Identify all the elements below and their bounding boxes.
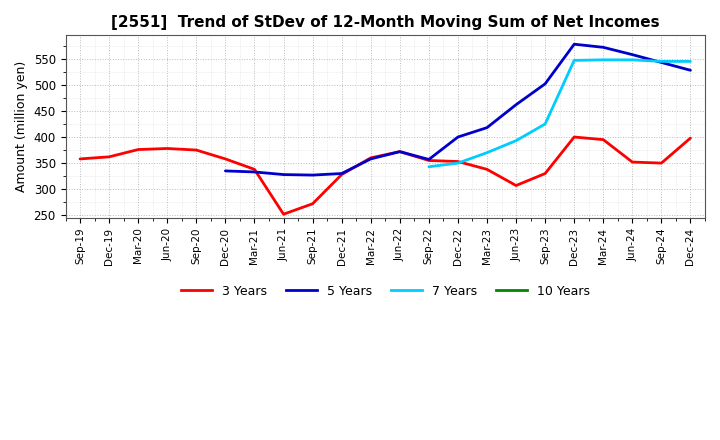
3 Years [338,172,346,177]
5 Years [686,68,695,73]
Title: [2551]  Trend of StDev of 12-Month Moving Sum of Net Incomes: [2551] Trend of StDev of 12-Month Moving… [111,15,660,30]
7 Years [657,59,666,64]
3 Years [482,167,491,172]
3 Years [250,167,258,172]
3 Years [628,159,636,165]
3 Years [308,201,317,206]
7 Years [482,150,491,155]
7 Years [570,58,578,63]
Y-axis label: Amount (million yen): Amount (million yen) [15,61,28,192]
3 Years [454,159,462,164]
7 Years [541,121,549,127]
5 Years [482,125,491,130]
3 Years [657,161,666,166]
7 Years [454,161,462,166]
3 Years [192,147,201,153]
7 Years [425,164,433,169]
5 Years [366,156,375,161]
7 Years [686,59,695,64]
5 Years [454,134,462,139]
3 Years [570,134,578,139]
7 Years [512,138,521,143]
3 Years [395,149,404,154]
3 Years [512,183,521,188]
3 Years [134,147,143,152]
5 Years [628,52,636,57]
5 Years [338,171,346,176]
5 Years [308,172,317,178]
3 Years [221,156,230,161]
3 Years [366,155,375,161]
5 Years [657,60,666,65]
3 Years [105,154,114,159]
3 Years [279,212,288,217]
5 Years [425,157,433,162]
3 Years [599,137,608,142]
Line: 7 Years: 7 Years [429,60,690,167]
3 Years [686,136,695,141]
5 Years [570,41,578,47]
Line: 3 Years: 3 Years [80,137,690,214]
5 Years [279,172,288,177]
3 Years [76,156,84,161]
5 Years [221,168,230,173]
5 Years [599,45,608,50]
7 Years [628,57,636,62]
5 Years [395,149,404,154]
5 Years [512,102,521,107]
3 Years [541,171,549,176]
5 Years [541,81,549,87]
Line: 5 Years: 5 Years [225,44,690,175]
7 Years [599,57,608,62]
3 Years [425,158,433,163]
Legend: 3 Years, 5 Years, 7 Years, 10 Years: 3 Years, 5 Years, 7 Years, 10 Years [176,280,595,303]
5 Years [250,169,258,175]
3 Years [163,146,171,151]
